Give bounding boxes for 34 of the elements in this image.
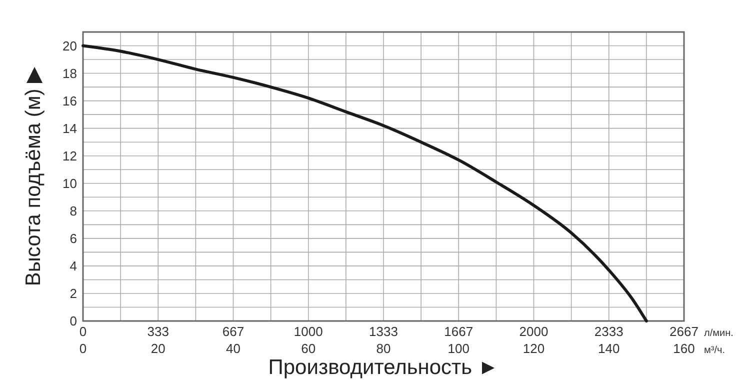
y-tick-label: 2 xyxy=(70,286,77,302)
y-tick-label: 8 xyxy=(70,203,77,218)
text: л/мин. xyxy=(704,328,734,339)
line-series xyxy=(82,44,648,322)
y-tick-label: 16 xyxy=(62,93,77,108)
y-tick-label: 20 xyxy=(62,38,77,54)
x2-tick-label: 333 xyxy=(147,324,169,339)
y-tick-label: 12 xyxy=(62,148,77,164)
x-tick-label: 80 xyxy=(376,341,391,356)
x-tick-label: 160 xyxy=(673,341,695,356)
y-tick-label: 4 xyxy=(70,258,77,274)
x2-tick-label: 2667 xyxy=(670,324,698,339)
x-tick-label: 60 xyxy=(301,341,316,356)
x2-tick-label: 667 xyxy=(222,324,244,339)
x2-tick-label: 2333 xyxy=(594,324,624,339)
y-tick-label: 14 xyxy=(62,120,77,136)
text: м³/ч. xyxy=(704,345,725,356)
x2-tick-label: 1000 xyxy=(294,324,323,339)
x-tick-label: 0 xyxy=(79,341,87,356)
x2-tick-label: 2000 xyxy=(519,324,548,339)
y-tick-label: 18 xyxy=(62,66,77,81)
x2-tick-label: 0 xyxy=(79,324,87,339)
x-tick-label: 20 xyxy=(150,341,166,356)
x-tick-label: 120 xyxy=(522,341,545,356)
x2-tick-label: 1333 xyxy=(369,324,398,339)
x-tick-label: 140 xyxy=(598,341,620,356)
x-tick-label: 100 xyxy=(448,341,470,356)
y-tick-label: 0 xyxy=(70,314,77,329)
x2-tick-label: 1667 xyxy=(444,324,474,339)
y-axis-title: Высота подъёма (м) ▶ xyxy=(22,66,45,286)
x-axis-title: Производительность ► xyxy=(268,356,499,379)
x-tick-label: 40 xyxy=(226,341,240,356)
y-tick-label: 10 xyxy=(62,176,77,191)
y-tick-label: 6 xyxy=(70,230,77,246)
